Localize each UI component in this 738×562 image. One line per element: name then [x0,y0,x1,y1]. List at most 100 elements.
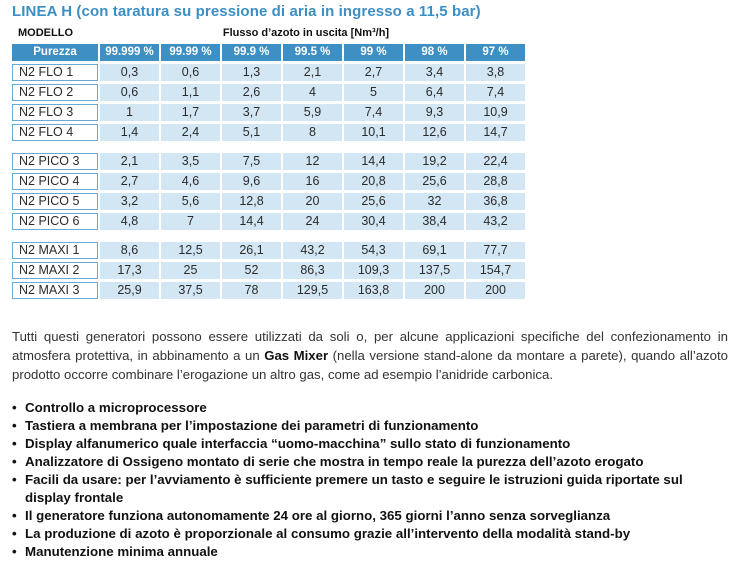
purity-label-cell: Purezza [12,44,98,61]
flow-value-cell: 77,7 [466,242,525,259]
flow-value-cell: 7,4 [466,84,525,101]
flow-value-cell: 3,4 [405,64,464,81]
flow-value-cell: 7,4 [344,104,403,121]
flow-value-cell: 3,2 [100,193,159,210]
model-name-cell: N2 MAXI 2 [12,262,98,279]
flow-value-cell: 2,7 [100,173,159,190]
bullet-dot-icon: • [12,472,17,487]
feature-item: • Il generatore funziona autonomamente 24… [12,507,732,525]
flow-value-cell: 7 [161,213,220,230]
flow-value-cell: 20 [283,193,342,210]
table-row: N2 MAXI 1 8,6 12,5 26,1 43,2 54,3 69,1 77,7 [12,242,525,259]
feature-text: Manutenzione minima annuale [25,544,218,559]
feature-item: • Controllo a microprocessore [12,399,732,417]
flow-value-cell: 36,8 [466,193,525,210]
page-title: LINEA H (con taratura su pressione di ar… [12,3,481,20]
flow-value-cell: 3,5 [161,153,220,170]
flow-value-cell: 9,6 [222,173,281,190]
feature-list: • Controllo a microprocessore • Tastiera a … [12,399,732,561]
flow-value-cell: 4,8 [100,213,159,230]
group-spacer [12,144,525,150]
flow-value-cell: 10,1 [344,124,403,141]
flow-value-cell: 129,5 [283,282,342,299]
table-row: N2 MAXI 3 25,9 37,5 78 129,5 163,8 200 200 [12,282,525,299]
flow-value-cell: 4 [283,84,342,101]
flow-value-cell: 2,4 [161,124,220,141]
flow-value-cell: 30,4 [344,213,403,230]
group-spacer-cell [12,233,525,239]
flow-value-cell: 25,6 [405,173,464,190]
flow-value-cell: 12 [283,153,342,170]
flow-value-cell: 25,6 [344,193,403,210]
flow-value-cell: 200 [466,282,525,299]
flow-value-cell: 8 [283,124,342,141]
flow-value-cell: 16 [283,173,342,190]
flow-value-cell: 1,1 [161,84,220,101]
table-row: N2 MAXI 2 17,3 25 52 86,3 109,3 137,5 154,7 [12,262,525,279]
table-row: N2 PICO 3 2,1 3,5 7,5 12 14,4 19,2 22,4 [12,153,525,170]
flow-value-cell: 26,1 [222,242,281,259]
flow-value-cell: 37,5 [161,282,220,299]
flow-value-cell: 2,1 [100,153,159,170]
flow-value-cell: 3,7 [222,104,281,121]
flow-value-cell: 5 [344,84,403,101]
table-row: N2 FLO 4 1,4 2,4 5,1 8 10,1 12,6 14,7 [12,124,525,141]
flow-value-cell: 5,6 [161,193,220,210]
flow-value-cell: 154,7 [466,262,525,279]
bullet-dot-icon: • [12,508,17,523]
flow-value-cell: 14,4 [344,153,403,170]
flow-value-cell: 52 [222,262,281,279]
flow-value-cell: 25,9 [100,282,159,299]
model-name-cell: N2 FLO 3 [12,104,98,121]
table-row: N2 FLO 1 0,3 0,6 1,3 2,1 2,7 3,4 3,8 [12,64,525,81]
bullet-dot-icon: • [12,526,17,541]
feature-item: • La produzione di azoto è proporzionale … [12,525,732,543]
flow-value-cell: 1,7 [161,104,220,121]
flow-value-cell: 19,2 [405,153,464,170]
gas-mixer-emphasis: Gas Mixer [264,348,329,363]
model-name-cell: N2 PICO 4 [12,173,98,190]
group-spacer [12,233,525,239]
flow-value-cell: 24 [283,213,342,230]
nitrogen-flow-table: Purezza 99.999 % 99.99 % 99.9 % 99.5 % 99 % 98… [10,41,527,302]
model-name-cell: N2 FLO 4 [12,124,98,141]
group-spacer-cell [12,144,525,150]
flow-value-cell: 14,4 [222,213,281,230]
model-name-cell: N2 MAXI 3 [12,282,98,299]
flow-value-cell: 25 [161,262,220,279]
bullet-dot-icon: • [12,454,17,469]
flow-value-cell: 22,4 [466,153,525,170]
table-row: N2 PICO 4 2,7 4,6 9,6 16 20,8 25,6 28,8 [12,173,525,190]
purity-header-cell: 99.99 % [161,44,220,61]
flow-value-cell: 78 [222,282,281,299]
model-name-cell: N2 PICO 3 [12,153,98,170]
flow-value-cell: 200 [405,282,464,299]
feature-item: • Manutenzione minima annuale [12,543,732,561]
model-name-cell: N2 PICO 6 [12,213,98,230]
description-text-before: Tutti questi generatori possono essere u… [12,329,728,363]
purity-header-cell: 99.999 % [100,44,159,61]
flow-value-cell: 17,3 [100,262,159,279]
flow-value-cell: 10,9 [466,104,525,121]
flow-value-cell: 7,5 [222,153,281,170]
feature-item: • Display alfanumerico quale interfaccia … [12,435,732,453]
purity-header-cell: 97 % [466,44,525,61]
flow-value-cell: 43,2 [466,213,525,230]
flow-value-cell: 163,8 [344,282,403,299]
flow-value-cell: 14,7 [466,124,525,141]
table-row: N2 PICO 6 4,8 7 14,4 24 30,4 38,4 43,2 [12,213,525,230]
flow-value-cell: 1 [100,104,159,121]
flow-value-cell: 32 [405,193,464,210]
table-row: N2 FLO 2 0,6 1,1 2,6 4 5 6,4 7,4 [12,84,525,101]
purity-header-cell: 99 % [344,44,403,61]
purity-header-cell: 98 % [405,44,464,61]
bullet-dot-icon: • [12,418,17,433]
flow-value-cell: 54,3 [344,242,403,259]
flow-value-cell: 8,6 [100,242,159,259]
flow-value-cell: 2,1 [283,64,342,81]
flow-value-cell: 12,6 [405,124,464,141]
flow-value-cell: 0,3 [100,64,159,81]
flow-value-cell: 2,7 [344,64,403,81]
flow-value-cell: 69,1 [405,242,464,259]
purity-header-cell: 99.9 % [222,44,281,61]
